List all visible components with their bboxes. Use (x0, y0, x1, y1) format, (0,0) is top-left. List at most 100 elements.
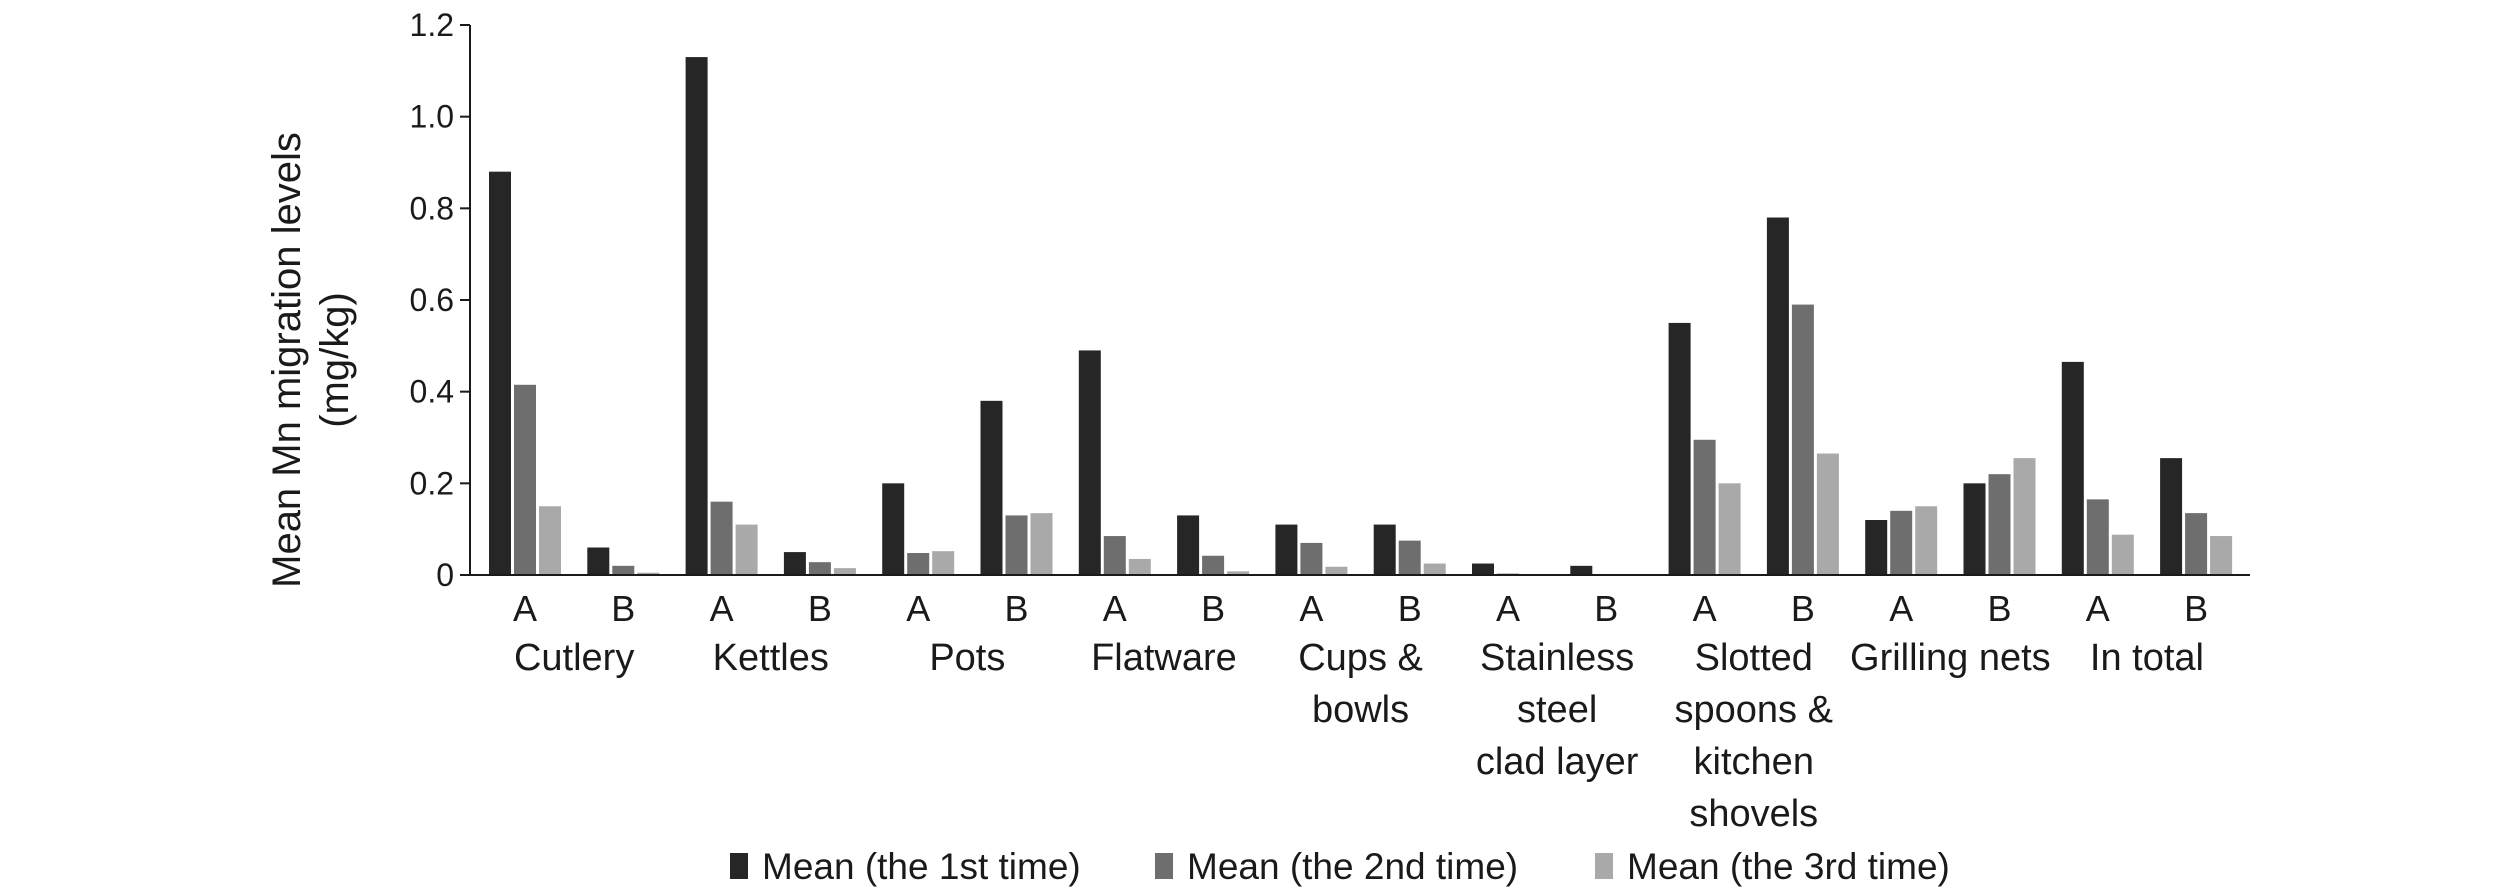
legend-swatch (1595, 853, 1613, 879)
x-subcategory-label: B (611, 588, 635, 629)
y-axis: 0 0.2 0.4 0.6 0.8 1.0 1.2 (410, 7, 471, 593)
x-subcategory-label: A (1299, 588, 1323, 629)
y-tick-label: 1.2 (410, 7, 454, 43)
bar (2210, 536, 2233, 575)
x-subcategory-label: A (710, 588, 734, 629)
bar (808, 562, 831, 575)
bar (2185, 513, 2208, 575)
x-group-label: Pots (929, 637, 1005, 679)
bar (587, 547, 610, 575)
x-subcategory-label: B (1594, 588, 1618, 629)
bar (489, 171, 511, 575)
x-subcategory-label: A (1496, 588, 1520, 629)
bar (1865, 520, 1888, 575)
bar (735, 524, 758, 575)
y-tick-label: 0.2 (410, 465, 454, 501)
y-tick-label: 0.4 (410, 374, 454, 410)
y-axis-title: Mean Mn migration levels (mg/kg) (265, 132, 357, 588)
x-group-label: Slotted (1695, 637, 1813, 679)
y-tick-label: 0 (436, 557, 454, 593)
legend: Mean (the 1st time) Mean (the 2nd time) Me… (730, 846, 1950, 887)
legend-swatch (1155, 853, 1173, 879)
x-group-label: clad layer (1476, 741, 1639, 783)
x-group-label: shovels (1689, 793, 1818, 835)
bar (710, 501, 733, 575)
x-subcategory-label: B (1201, 588, 1225, 629)
bar (1275, 524, 1298, 575)
bar (1963, 483, 1986, 575)
bar (539, 506, 561, 575)
legend-item: Mean (the 2nd time) (1155, 846, 1518, 887)
bar (1915, 506, 1938, 575)
legend-item: Mean (the 3rd time) (1595, 846, 1950, 887)
bar (1030, 513, 1053, 575)
legend-label: Mean (the 3rd time) (1627, 846, 1950, 887)
x-group-label: spoons & (1675, 689, 1833, 731)
bar (1816, 453, 1839, 575)
bar (1668, 322, 1691, 575)
bar (514, 384, 536, 575)
bar (907, 553, 930, 575)
bar (685, 57, 708, 576)
bar (2160, 458, 2183, 575)
y-tick-label: 0.6 (410, 282, 454, 318)
x-subcategory-label: B (808, 588, 832, 629)
x-group-label: kitchen (1694, 741, 1814, 783)
bar (1398, 540, 1421, 575)
bar (833, 568, 856, 575)
bar (1005, 515, 1028, 575)
bar (1325, 566, 1348, 575)
bar (1570, 565, 1593, 575)
x-subcategory-label: B (1791, 588, 1815, 629)
bar (1103, 536, 1126, 575)
bar (1890, 510, 1913, 575)
bar (1791, 304, 1814, 575)
x-subcategory-label: B (1398, 588, 1422, 629)
x-subcategory-label: A (1103, 588, 1127, 629)
bar (1423, 563, 1446, 575)
bar (1202, 555, 1225, 575)
bar (1373, 524, 1396, 575)
x-subcategory-label: A (1889, 588, 1913, 629)
bar (2061, 361, 2084, 575)
bar (637, 572, 660, 575)
x-group-label: Kettles (713, 637, 829, 679)
bar (932, 551, 955, 575)
y-axis-title-line: Mean Mn migration levels (265, 132, 309, 588)
x-subcategory-label: B (2184, 588, 2208, 629)
bar (1128, 558, 1151, 575)
legend-label: Mean (the 2nd time) (1187, 846, 1518, 887)
x-subcategory-label: B (1987, 588, 2011, 629)
bar (1693, 439, 1716, 575)
x-group-label: In total (2090, 637, 2204, 679)
y-tick-label: 1.0 (410, 99, 454, 135)
bar (1177, 515, 1200, 575)
bar (1227, 571, 1250, 575)
bar (783, 552, 806, 575)
bar (980, 400, 1003, 575)
x-group-label: Grilling nets (1850, 637, 2051, 679)
bar (612, 565, 635, 575)
x-group-label: Stainless (1480, 637, 1634, 679)
legend-swatch (730, 853, 748, 879)
y-tick-label: 0.8 (410, 190, 454, 226)
x-group-label: Cutlery (514, 637, 634, 679)
x-group-label: Flatware (1091, 637, 1237, 679)
bar (1300, 542, 1323, 575)
x-subcategory-label: B (1004, 588, 1028, 629)
legend-label: Mean (the 1st time) (762, 846, 1081, 887)
bar (1766, 217, 1789, 575)
x-axis: A B Cutlery A B Kettles A B Pots A B Flatware A B Cups… (470, 574, 2250, 835)
x-group-label: Cups & (1298, 637, 1423, 679)
x-subcategory-label: A (2086, 588, 2110, 629)
bar (2013, 458, 2036, 575)
bar (882, 483, 905, 575)
bar (1718, 483, 1741, 575)
x-group-label: steel (1517, 689, 1597, 731)
x-subcategory-label: A (513, 588, 537, 629)
bar (1078, 350, 1101, 575)
bar (1988, 474, 2011, 575)
bar (1472, 563, 1494, 575)
x-subcategory-label: A (906, 588, 930, 629)
x-subcategory-label: A (1693, 588, 1717, 629)
